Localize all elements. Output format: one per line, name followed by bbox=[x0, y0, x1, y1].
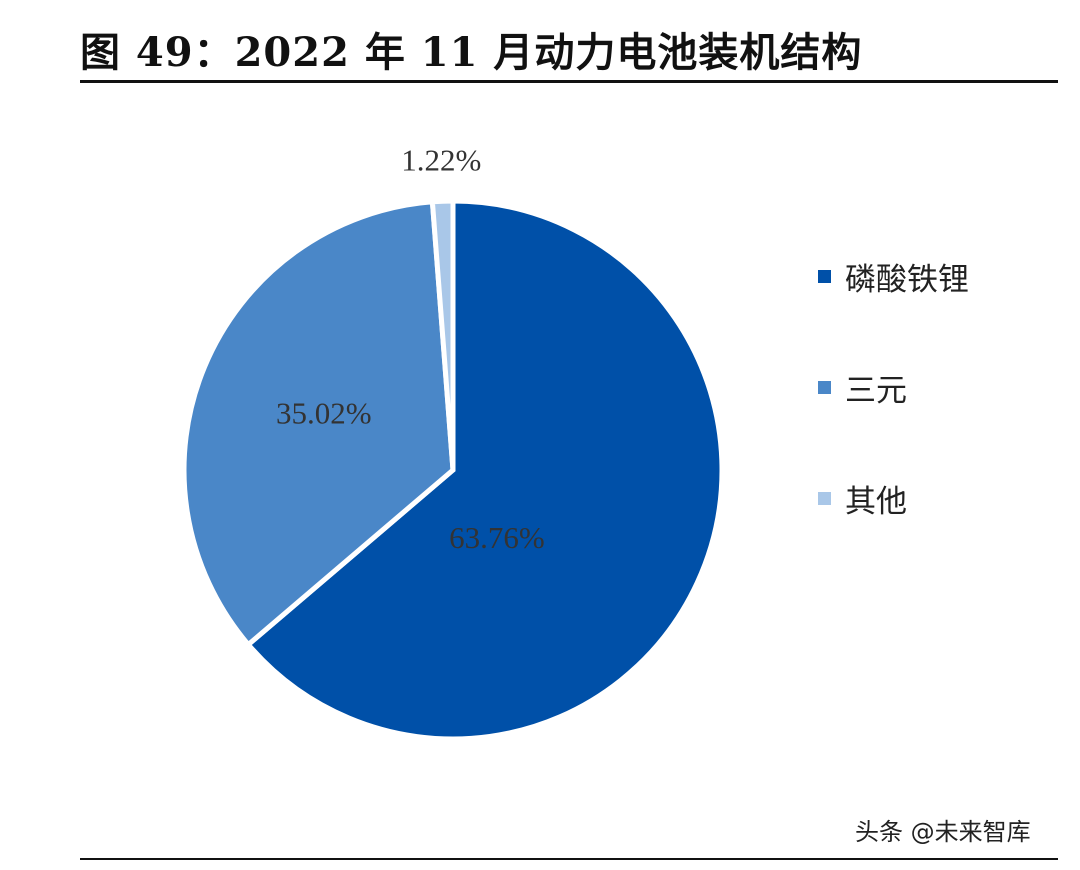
chart-title: 图 49：2022 年 11 月动力电池装机结构 bbox=[80, 29, 863, 76]
legend: 磷酸铁锂 三元 其他 bbox=[818, 252, 969, 585]
legend-item-other: 其他 bbox=[818, 474, 969, 522]
legend-label: 磷酸铁锂 bbox=[845, 261, 969, 298]
legend-swatch bbox=[818, 491, 831, 505]
pie-slice-0 bbox=[244, 198, 725, 742]
watermark: 头条 @未来智库 bbox=[855, 818, 1031, 846]
legend-item-lfp: 磷酸铁锂 bbox=[818, 252, 969, 300]
pie-slice-1 bbox=[181, 199, 456, 649]
legend-swatch bbox=[818, 380, 831, 394]
pie-slice-2 bbox=[429, 198, 456, 471]
slice-data-label: 35.02% bbox=[276, 395, 372, 430]
legend-label: 三元 bbox=[845, 372, 907, 409]
slice-data-label: 63.76% bbox=[449, 520, 545, 555]
legend-item-ternary: 三元 bbox=[818, 363, 969, 411]
bottom-rule bbox=[80, 858, 1058, 860]
slice-data-label: 1.22% bbox=[401, 143, 481, 178]
legend-label: 其他 bbox=[845, 483, 907, 520]
title-rule bbox=[80, 80, 1058, 83]
legend-swatch bbox=[818, 269, 831, 283]
